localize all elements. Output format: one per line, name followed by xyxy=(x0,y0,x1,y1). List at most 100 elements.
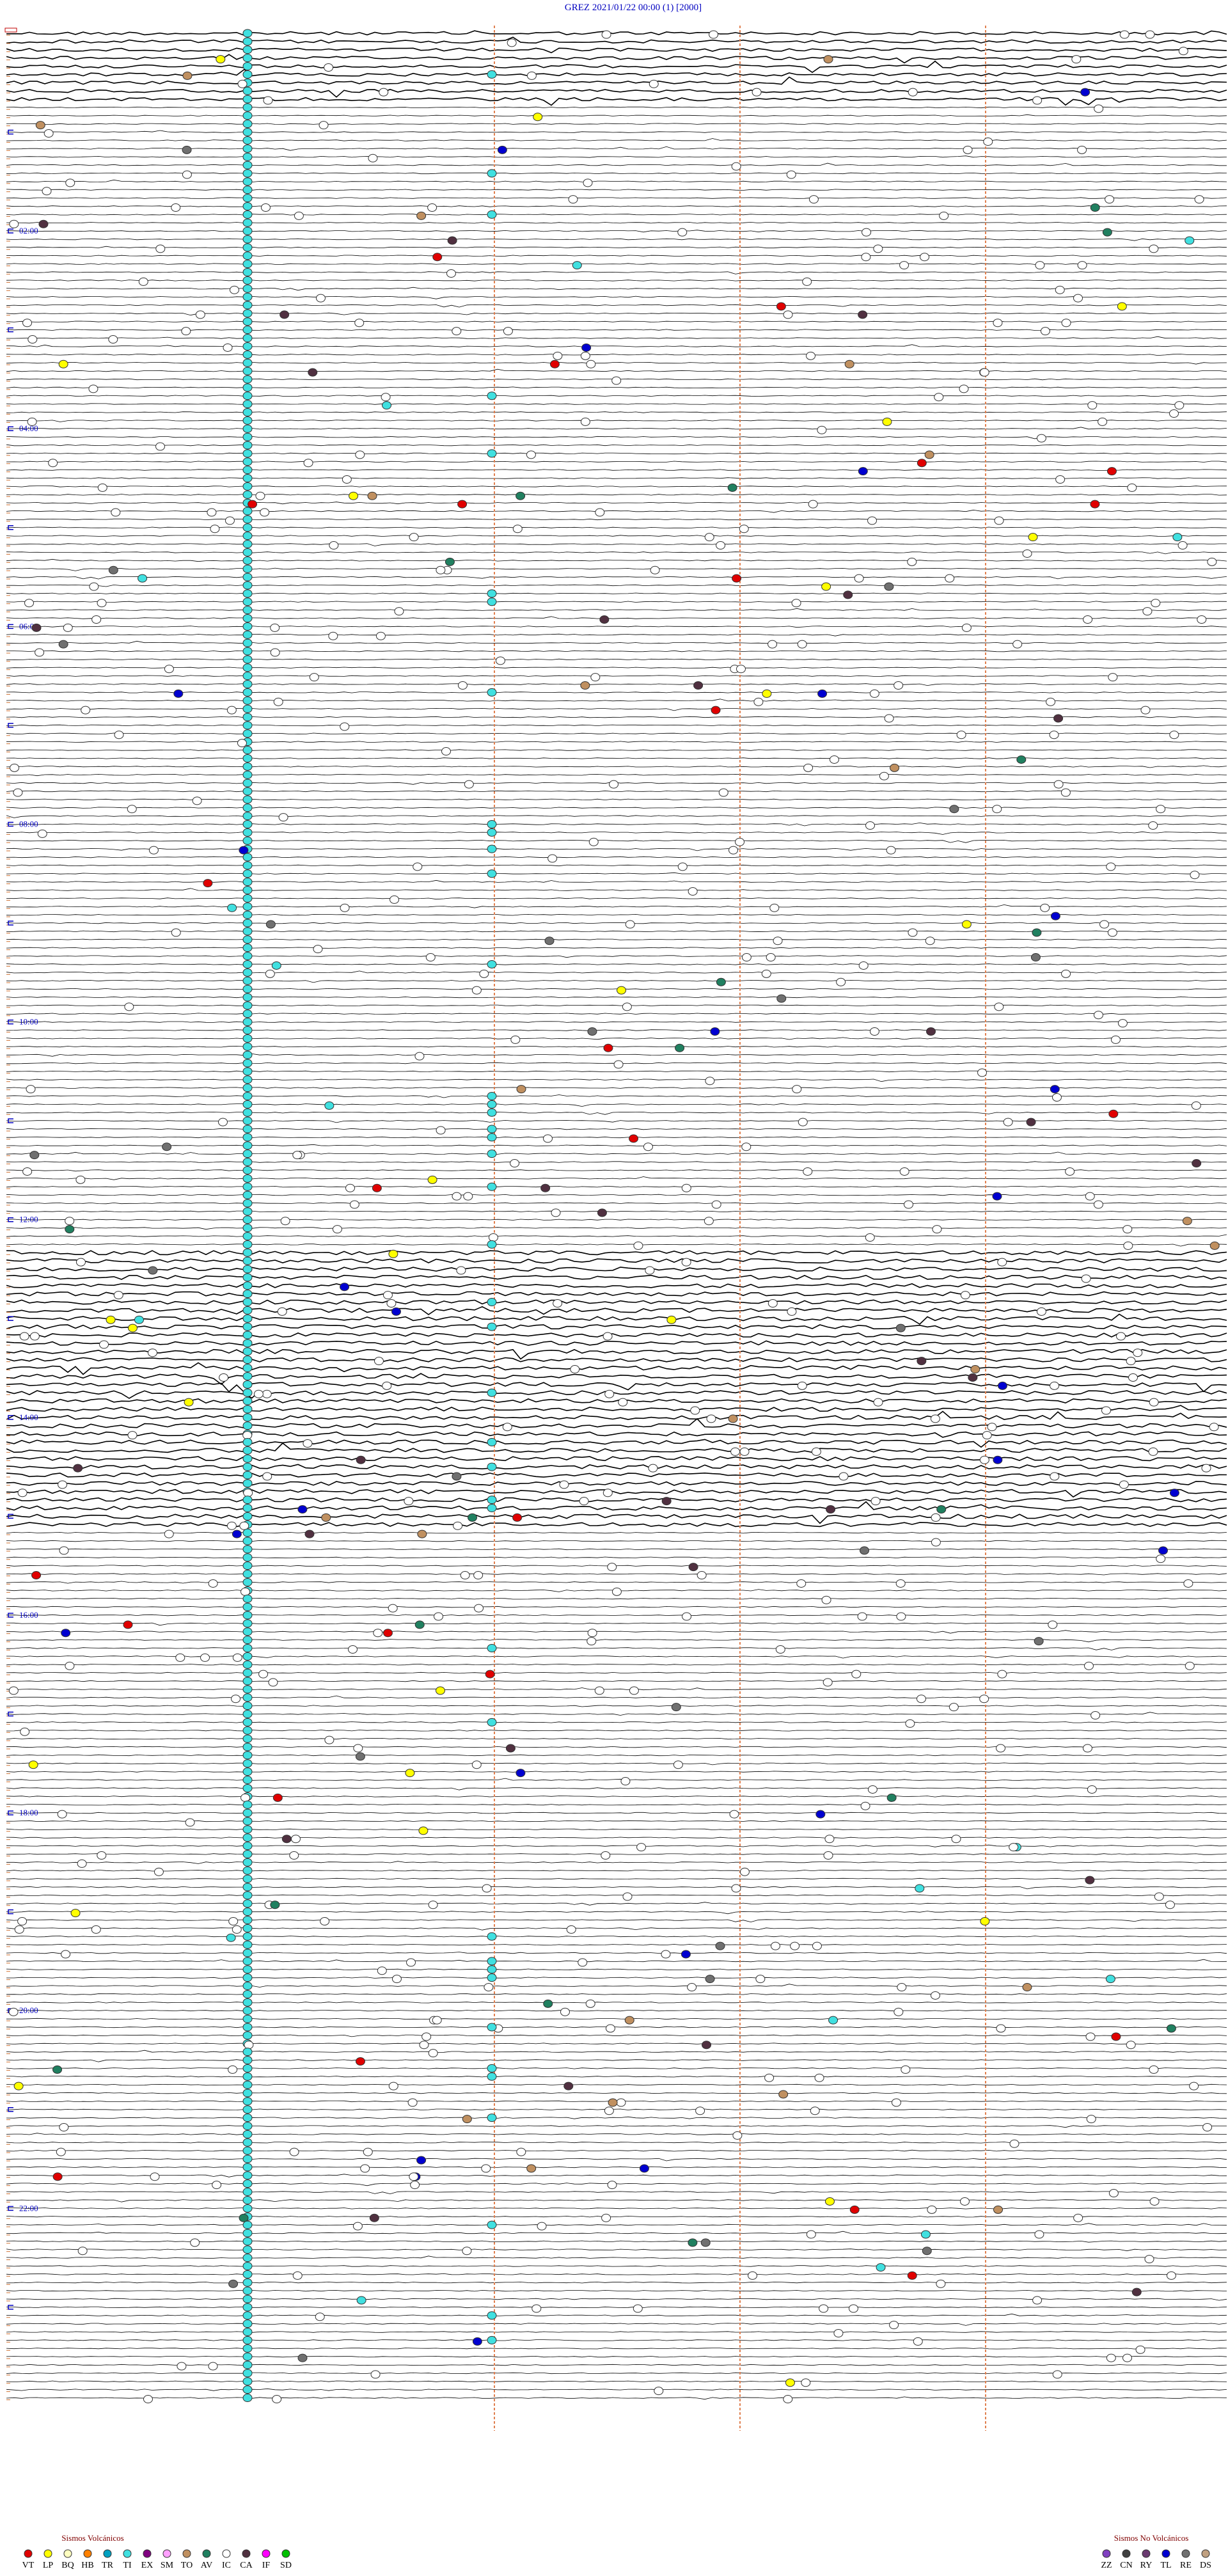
event xyxy=(487,1504,497,1513)
event xyxy=(208,1579,218,1588)
legend-label: RE xyxy=(1180,2561,1192,2570)
event xyxy=(242,243,253,252)
event xyxy=(512,525,523,533)
trace xyxy=(6,979,1227,983)
event xyxy=(1149,2197,1160,2206)
event xyxy=(487,1240,497,1249)
event xyxy=(487,844,497,853)
event xyxy=(432,2016,442,2025)
event xyxy=(242,301,253,310)
event xyxy=(516,1085,526,1094)
event xyxy=(633,2304,643,2313)
event xyxy=(388,1249,398,1258)
event xyxy=(242,1627,253,1636)
event xyxy=(239,2213,249,2222)
event xyxy=(381,393,391,402)
trace xyxy=(6,1581,1227,1584)
event xyxy=(192,796,202,805)
event xyxy=(242,680,253,689)
event xyxy=(1117,302,1127,311)
event xyxy=(987,1423,997,1432)
event xyxy=(773,936,783,945)
event xyxy=(925,936,935,945)
hour-mark xyxy=(8,2206,13,2211)
event xyxy=(594,1686,604,1695)
event xyxy=(1178,47,1188,56)
event xyxy=(216,55,226,64)
event xyxy=(457,681,468,690)
event xyxy=(91,1925,101,1934)
event xyxy=(960,1291,970,1300)
event xyxy=(419,2041,429,2050)
trace xyxy=(6,592,1227,595)
trace xyxy=(6,2331,1227,2333)
trace xyxy=(6,1812,1227,1814)
event xyxy=(1106,467,1117,476)
event xyxy=(639,2164,649,2173)
event xyxy=(297,1505,308,1514)
event xyxy=(862,228,872,237)
event xyxy=(1046,697,1056,706)
trace xyxy=(6,1194,1227,1196)
hour-mark xyxy=(8,1711,13,1717)
trace xyxy=(6,1501,1227,1511)
event xyxy=(242,984,253,993)
event xyxy=(1086,2115,1096,2124)
event xyxy=(1060,788,1071,797)
event xyxy=(452,327,462,336)
event xyxy=(58,360,68,368)
marker xyxy=(4,28,17,33)
event xyxy=(681,1258,691,1267)
event xyxy=(320,1917,330,1926)
trace xyxy=(6,2174,1227,2177)
event xyxy=(741,1142,752,1151)
event xyxy=(373,1629,383,1638)
event xyxy=(1050,1085,1060,1094)
event xyxy=(242,861,253,870)
event xyxy=(1148,821,1158,830)
event xyxy=(414,1620,425,1629)
event xyxy=(303,459,313,468)
event xyxy=(487,1496,497,1505)
event xyxy=(1117,1019,1128,1028)
event xyxy=(650,565,660,574)
event xyxy=(776,994,787,1003)
trace xyxy=(6,1390,1227,1399)
event xyxy=(487,1322,497,1331)
event xyxy=(705,1975,715,1984)
trace xyxy=(6,287,1227,291)
event xyxy=(934,393,944,402)
legend-swatch xyxy=(1102,2549,1111,2558)
trace xyxy=(6,904,1227,908)
trace xyxy=(6,1968,1227,1971)
event xyxy=(242,1355,253,1364)
trace xyxy=(6,1243,1227,1247)
event xyxy=(382,1629,393,1638)
event xyxy=(242,62,253,71)
event xyxy=(242,1248,253,1257)
event xyxy=(242,1989,253,1998)
event xyxy=(242,902,253,911)
event xyxy=(833,2329,844,2338)
event xyxy=(681,1950,691,1959)
event xyxy=(242,1718,253,1727)
trace xyxy=(6,1267,1227,1272)
trace xyxy=(6,76,1227,85)
traces xyxy=(6,30,1227,2401)
event xyxy=(828,2016,838,2025)
event xyxy=(1126,2041,1136,2050)
event xyxy=(1185,236,1195,245)
event xyxy=(58,640,68,649)
event xyxy=(390,895,400,904)
event xyxy=(488,1233,498,1242)
trace xyxy=(6,1853,1227,1855)
event xyxy=(242,1207,253,1216)
event xyxy=(242,523,253,532)
event xyxy=(775,1645,785,1654)
hour-mark xyxy=(8,2305,13,2310)
event xyxy=(226,1933,236,1942)
event xyxy=(547,854,558,863)
event xyxy=(13,788,23,797)
trace xyxy=(6,1112,1227,1115)
event xyxy=(242,2335,253,2344)
